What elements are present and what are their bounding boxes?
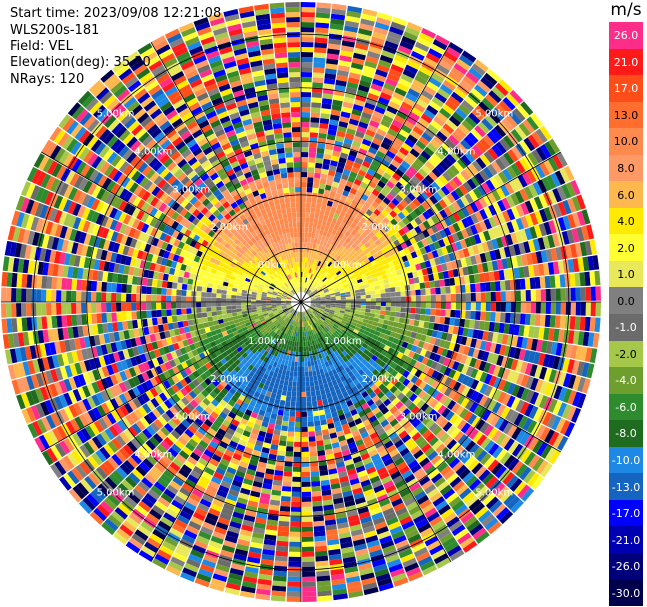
colorbar-cell [609, 234, 643, 262]
colorbar-tick-label: -1.0 [615, 321, 637, 335]
colorbar-cell [609, 393, 643, 421]
colorbar-tick-label: -21.0 [611, 533, 641, 547]
field-text: Field: VEL [10, 39, 73, 54]
start-time-text: Start time: 2023/09/08 12:21:08 [10, 6, 222, 21]
azimuth-spoke [150, 301, 302, 563]
colorbar-tick-label: 21.0 [613, 55, 639, 69]
colorbar-tick-label: 17.0 [613, 82, 639, 96]
colorbar-tick-label: -8.0 [615, 427, 637, 441]
ppi-gates [1, 2, 601, 602]
azimuth-spoke [300, 301, 562, 453]
range-ring-label: 4.00km [438, 146, 476, 157]
colorbar: 26.0 21.0 17.0 13.0 10.0 8.0 6.0 4.0 2.0 1.0 0.0 -1… [609, 22, 643, 607]
colorbar-cell [609, 22, 643, 50]
range-ring-label: 3.00km [172, 412, 210, 423]
range-ring-label: 2.00km [362, 222, 400, 233]
colorbar-cell [609, 340, 643, 368]
colorbar-tick-label: 0.0 [617, 294, 635, 308]
colorbar-cell [609, 75, 643, 103]
colorbar-cell [609, 128, 643, 156]
range-ring-label: 2.00km [210, 374, 248, 385]
colorbar-tick-label: 10.0 [613, 135, 639, 149]
colorbar-cell [609, 260, 643, 288]
range-ring-label: 5.00km [97, 109, 135, 120]
colorbar-cell [609, 314, 643, 342]
azimuth-spoke [40, 301, 302, 453]
colorbar-tick-label: 2.0 [617, 241, 635, 255]
colorbar-tick-label: 26.0 [613, 29, 639, 43]
colorbar-tick-label: 8.0 [617, 162, 635, 175]
colorbar-tick-label: -13.0 [611, 480, 641, 494]
azimuth-spoke [150, 41, 302, 303]
range-ring-label: 5.00km [97, 487, 135, 498]
colorbar-cell [609, 420, 643, 448]
colorbar-tick-label: -2.0 [615, 347, 637, 361]
azimuth-spoke [300, 41, 452, 303]
azimuth-spoke [300, 151, 562, 303]
range-ring-label: 1.00km [324, 336, 362, 347]
range-ring-label: 1.00km [248, 336, 286, 347]
colorbar-cell [609, 287, 643, 315]
colorbar-cell [609, 181, 643, 209]
elevation-text: Elevation(deg): 35.30 [10, 55, 151, 70]
colorbar-tick-label: -6.0 [615, 400, 637, 414]
colorbar-cell [609, 526, 643, 554]
colorbar-cell [609, 207, 643, 235]
colorbar-tick-label: 13.0 [613, 108, 639, 122]
colorbar-cell [609, 579, 643, 607]
colorbar-cell [609, 101, 643, 129]
nrays-text: NRays: 120 [10, 72, 85, 87]
range-ring-label: 1.00km [248, 260, 286, 271]
azimuth-spoke [40, 151, 302, 303]
range-ring-label: 2.00km [362, 374, 400, 385]
colorbar-cell [609, 552, 643, 580]
colorbar-unit: m/s [610, 0, 642, 20]
colorbar-tick-label: -17.0 [611, 507, 641, 521]
range-ring-label: 3.00km [172, 184, 210, 195]
range-ring-label: 4.00km [438, 450, 476, 461]
colorbar-cell [609, 367, 643, 395]
colorbar-tick-label: -4.0 [615, 374, 637, 388]
colorbar-tick-label: -30.0 [611, 586, 641, 600]
range-ring-label: 5.00km [475, 109, 513, 120]
colorbar-tick-label: -10.0 [611, 454, 641, 467]
azimuth-spoke [300, 301, 452, 563]
colorbar-tick-label: 1.0 [617, 268, 635, 282]
range-ring-label: 2.00km [210, 222, 248, 233]
colorbar-cell [609, 446, 643, 474]
colorbar-tick-label: -26.0 [611, 560, 641, 574]
range-ring-label: 3.00km [400, 184, 438, 195]
range-ring-label: 3.00km [400, 412, 438, 423]
range-ring-label: 4.00km [134, 146, 172, 157]
colorbar-cell [609, 48, 643, 76]
colorbar-cell [609, 154, 643, 182]
range-ring-label: 1.00km [324, 260, 362, 271]
colorbar-cell [609, 499, 643, 527]
colorbar-tick-label: 4.0 [617, 215, 635, 229]
range-ring-label: 4.00km [134, 450, 172, 461]
range-ring-label: 5.00km [475, 487, 513, 498]
colorbar-cell [609, 473, 643, 501]
site-name-text: WLS200s-181 [10, 23, 100, 38]
colorbar-tick-label: 6.0 [617, 188, 635, 202]
